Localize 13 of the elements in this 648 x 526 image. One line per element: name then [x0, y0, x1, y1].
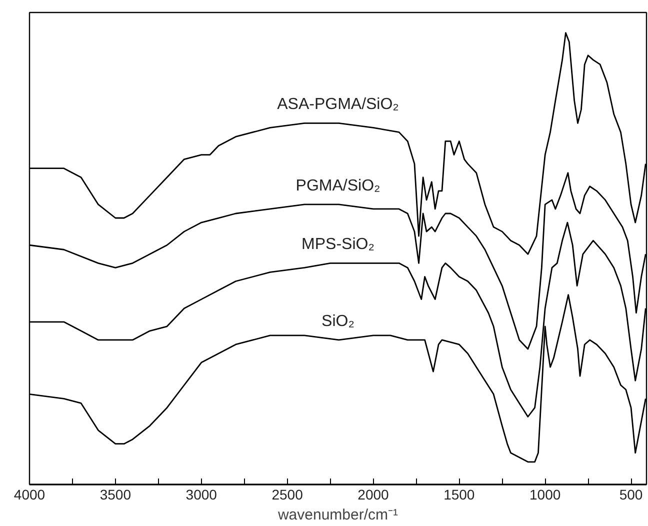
x-tick-label: 500 — [619, 486, 643, 502]
x-tick-label: 3500 — [100, 486, 132, 502]
x-tick-label: 2000 — [358, 486, 390, 502]
x-axis-title: wavenumber/cm⁻¹ — [276, 506, 398, 524]
x-tick-label: 3000 — [186, 486, 218, 502]
x-tick-label: 4000 — [14, 486, 46, 502]
series-label: ASA-PGMA/SiO₂ — [277, 96, 399, 114]
x-tick-label: 2500 — [272, 486, 304, 502]
series-label: PGMA/SiO₂ — [296, 177, 380, 194]
x-tick-label: 1500 — [444, 486, 475, 502]
x-tick-label: 1000 — [530, 486, 561, 502]
series-label: MPS-SiO₂ — [302, 236, 374, 254]
series-label: SiO₂ — [322, 312, 354, 330]
